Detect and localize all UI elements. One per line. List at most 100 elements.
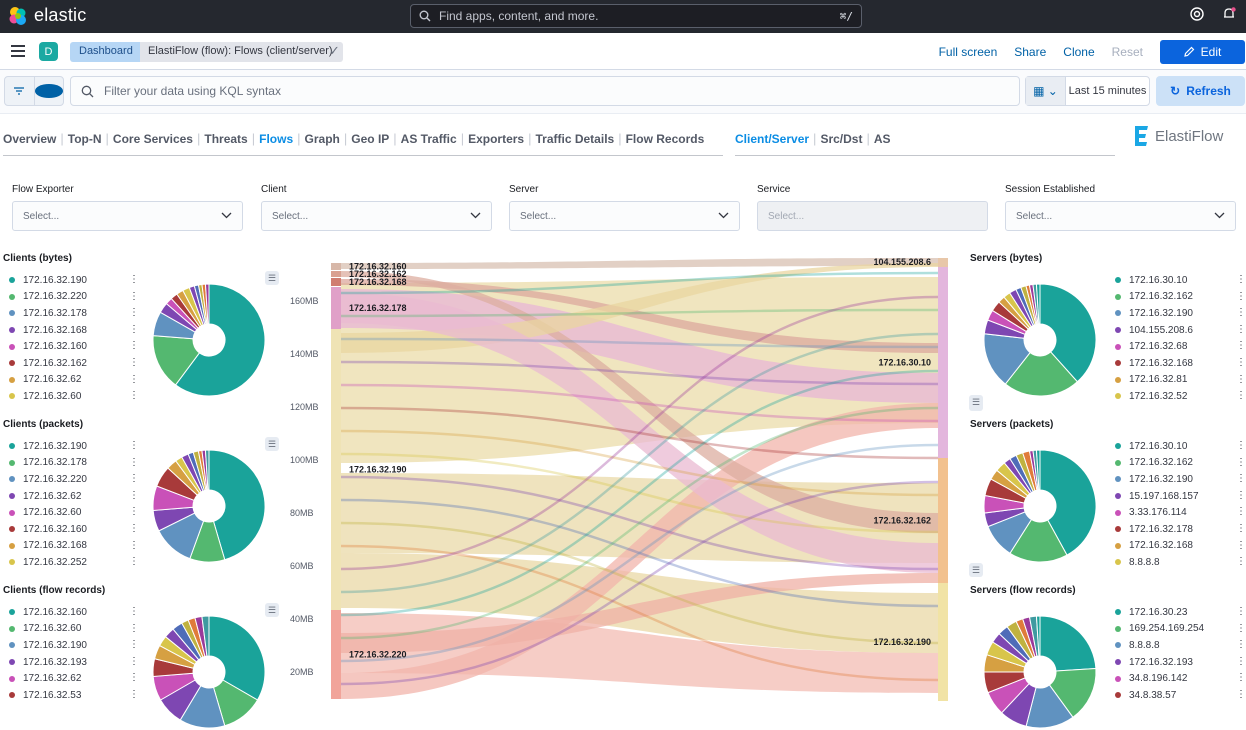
legend-options-icon[interactable]: ⋮ <box>129 307 139 319</box>
legend-options-icon[interactable]: ⋮ <box>129 489 139 501</box>
legend-item[interactable]: 172.16.32.60 <box>9 621 87 638</box>
legend-options-icon[interactable]: ⋮ <box>1236 523 1246 534</box>
sankey-flow-link[interactable] <box>340 337 939 349</box>
legend-item[interactable]: 104.155.208.6 <box>1115 322 1193 339</box>
sankey-target-node[interactable] <box>938 583 948 701</box>
pie-slice[interactable] <box>1039 615 1097 672</box>
legend-item[interactable]: 172.16.32.62 <box>9 488 87 505</box>
sankey-flow-link[interactable] <box>340 406 939 640</box>
sankey-target-node[interactable] <box>938 458 948 583</box>
pie-slice[interactable] <box>158 512 205 560</box>
list-icon[interactable]: ☰ <box>265 437 279 451</box>
pie-slice[interactable] <box>208 449 266 561</box>
legend-item[interactable]: 172.16.32.68 <box>1115 338 1193 355</box>
legend-options-icon[interactable]: ⋮ <box>1236 639 1246 651</box>
sankey-source-node[interactable] <box>331 263 341 270</box>
list-icon[interactable]: ☰ <box>969 563 983 577</box>
pie-slice[interactable] <box>1009 518 1068 563</box>
legend-item[interactable]: 172.16.32.62 <box>9 670 87 687</box>
edit-button[interactable]: Edit <box>1160 39 1245 64</box>
sankey-flow-link[interactable] <box>340 383 939 423</box>
notifications-icon[interactable] <box>1222 7 1236 21</box>
legend-options-icon[interactable]: ⋮ <box>129 456 139 468</box>
legend-item[interactable]: 172.16.32.160 <box>9 604 87 621</box>
legend-options-icon[interactable]: ⋮ <box>129 274 139 285</box>
sankey-flow-link[interactable] <box>341 403 938 699</box>
clone-link[interactable]: Clone <box>1063 44 1095 59</box>
legend-options-icon[interactable]: ⋮ <box>1236 506 1246 518</box>
legend-options-icon[interactable]: ⋮ <box>129 340 139 352</box>
sankey-target-node[interactable] <box>938 267 948 458</box>
legend-options-icon[interactable]: ⋮ <box>1236 655 1246 667</box>
add-filter-button[interactable]: + <box>33 77 63 105</box>
legend-item[interactable]: 172.16.32.220 <box>9 471 87 488</box>
check-icon[interactable]: ✓ <box>329 43 340 58</box>
legend-options-icon[interactable]: ⋮ <box>1236 622 1246 634</box>
legend-item[interactable]: 172.16.32.190 <box>9 438 87 455</box>
calendar-icon[interactable]: ▦ ⌄ <box>1026 77 1066 105</box>
pie-slice[interactable] <box>204 449 210 491</box>
control-select[interactable]: Select... <box>12 201 243 231</box>
sankey-flow-link[interactable] <box>340 406 939 460</box>
legend-options-icon[interactable]: ⋮ <box>129 373 139 385</box>
sankey-flow-link[interactable] <box>341 271 938 533</box>
tab-flows[interactable]: Flows <box>259 131 294 146</box>
tab-threats[interactable]: Threats <box>204 131 248 146</box>
subtab-client-server[interactable]: Client/Server <box>735 131 810 146</box>
legend-options-icon[interactable]: ⋮ <box>129 556 139 568</box>
legend-options-icon[interactable]: ⋮ <box>129 539 139 551</box>
space-avatar[interactable]: D <box>39 42 58 61</box>
sankey-flow-link[interactable] <box>341 258 938 269</box>
legend-options-icon[interactable]: ⋮ <box>129 523 139 534</box>
legend-options-icon[interactable]: ⋮ <box>129 639 139 651</box>
pie-slice[interactable] <box>983 333 1031 385</box>
sankey-flow-link[interactable] <box>340 360 939 386</box>
right-pie-chart-2[interactable] <box>982 614 1098 730</box>
legend-options-icon[interactable]: ⋮ <box>1236 323 1246 335</box>
pie-slice[interactable] <box>208 615 266 701</box>
right-pie-chart-1[interactable] <box>982 448 1098 564</box>
control-select[interactable]: Select... <box>1005 201 1236 231</box>
sankey-flow-link[interactable] <box>341 293 938 573</box>
tab-graph[interactable]: Graph <box>304 131 340 146</box>
legend-item[interactable]: 172.16.32.81 <box>1115 372 1193 389</box>
legend-item[interactable]: 172.16.32.190 <box>1115 305 1193 322</box>
sankey-flow-link[interactable] <box>341 573 938 653</box>
legend-item[interactable]: 172.16.32.193 <box>9 654 87 671</box>
legend-item[interactable]: 172.16.32.162 <box>9 355 87 372</box>
sankey-flow-link[interactable] <box>340 498 939 608</box>
pie-slice[interactable] <box>204 283 210 325</box>
sankey-flow-link[interactable] <box>340 544 939 682</box>
refresh-button[interactable]: ↻ Refresh <box>1156 76 1245 106</box>
sankey-flow-link[interactable] <box>340 443 939 663</box>
legend-item[interactable]: 172.16.32.60 <box>9 504 87 521</box>
sankey-flow-link[interactable] <box>341 289 938 403</box>
sankey-flow-link[interactable] <box>340 271 939 295</box>
legend-item[interactable]: 169.254.169.254 <box>1115 621 1204 638</box>
sankey-source-node[interactable] <box>331 278 341 286</box>
legend-options-icon[interactable]: ⋮ <box>129 440 139 451</box>
subtab-as[interactable]: AS <box>873 131 891 146</box>
legend-item[interactable]: 172.16.32.52 <box>1115 388 1193 405</box>
sankey-flow-link[interactable] <box>340 521 939 645</box>
tab-overview[interactable]: Overview <box>3 131 57 146</box>
sankey-flow-link[interactable] <box>340 308 939 318</box>
legend-options-icon[interactable]: ⋮ <box>129 290 139 302</box>
date-picker[interactable]: ▦ ⌄ Last 15 minutes <box>1025 76 1150 106</box>
legend-options-icon[interactable]: ⋮ <box>129 473 139 485</box>
left-pie-chart-1[interactable] <box>151 448 267 564</box>
control-select[interactable]: Select... <box>757 201 988 231</box>
legend-options-icon[interactable]: ⋮ <box>1236 556 1246 568</box>
pie-slice[interactable] <box>1035 449 1041 491</box>
legend-options-icon[interactable]: ⋮ <box>129 323 139 335</box>
legend-item[interactable]: 172.16.32.178 <box>1115 521 1199 538</box>
legend-options-icon[interactable]: ⋮ <box>1236 390 1246 402</box>
sankey-flow-link[interactable] <box>341 279 938 353</box>
legend-options-icon[interactable]: ⋮ <box>129 357 139 368</box>
legend-item[interactable]: 172.16.32.193 <box>1115 654 1204 671</box>
legend-options-icon[interactable]: ⋮ <box>1236 357 1246 368</box>
legend-item[interactable]: 172.16.30.10 <box>1115 438 1199 455</box>
legend-item[interactable]: 172.16.32.162 <box>1115 455 1199 472</box>
legend-item[interactable]: 172.16.32.168 <box>1115 538 1199 555</box>
tab-geo-ip[interactable]: Geo IP <box>351 131 390 146</box>
